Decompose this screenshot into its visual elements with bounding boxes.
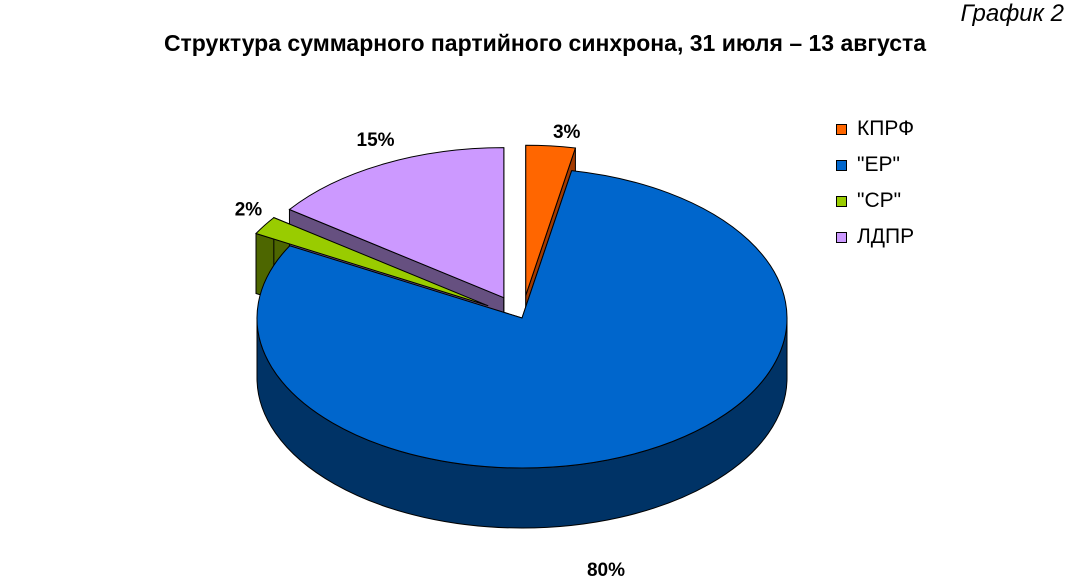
legend-swatch-kprf xyxy=(836,123,847,135)
data-label-sr: 2% xyxy=(235,199,263,220)
legend-item-er: "ЕР" xyxy=(836,147,914,183)
chart-title: Структура суммарного партийного синхрона… xyxy=(163,30,927,56)
legend-label-kprf: КПРФ xyxy=(857,117,915,140)
legend-label-sr: "СР" xyxy=(857,189,902,212)
legend-label-ldpr: ЛДПР xyxy=(857,225,915,248)
legend-swatch-er xyxy=(836,159,847,171)
legend-item-kprf: КПРФ xyxy=(836,111,914,147)
data-label-er: 80% xyxy=(587,560,625,581)
pie-slice-sr xyxy=(255,217,489,307)
data-label-ldpr: 15% xyxy=(357,130,395,151)
legend-swatch-ldpr xyxy=(836,231,847,243)
data-label-kprf: 3% xyxy=(553,122,581,143)
pie-slice-kprf xyxy=(525,144,577,296)
chart-number-label: График 2 xyxy=(960,0,1064,27)
pie-slice-ldpr xyxy=(288,147,505,299)
legend-swatch-sr xyxy=(836,195,847,207)
legend-item-ldpr: ЛДПР xyxy=(836,219,914,255)
chart-legend: КПРФ "ЕР" "СР" ЛДПР xyxy=(836,111,914,255)
legend-label-er: "ЕР" xyxy=(857,153,900,176)
pie-slice-er xyxy=(256,170,788,469)
legend-item-sr: "СР" xyxy=(836,183,914,219)
